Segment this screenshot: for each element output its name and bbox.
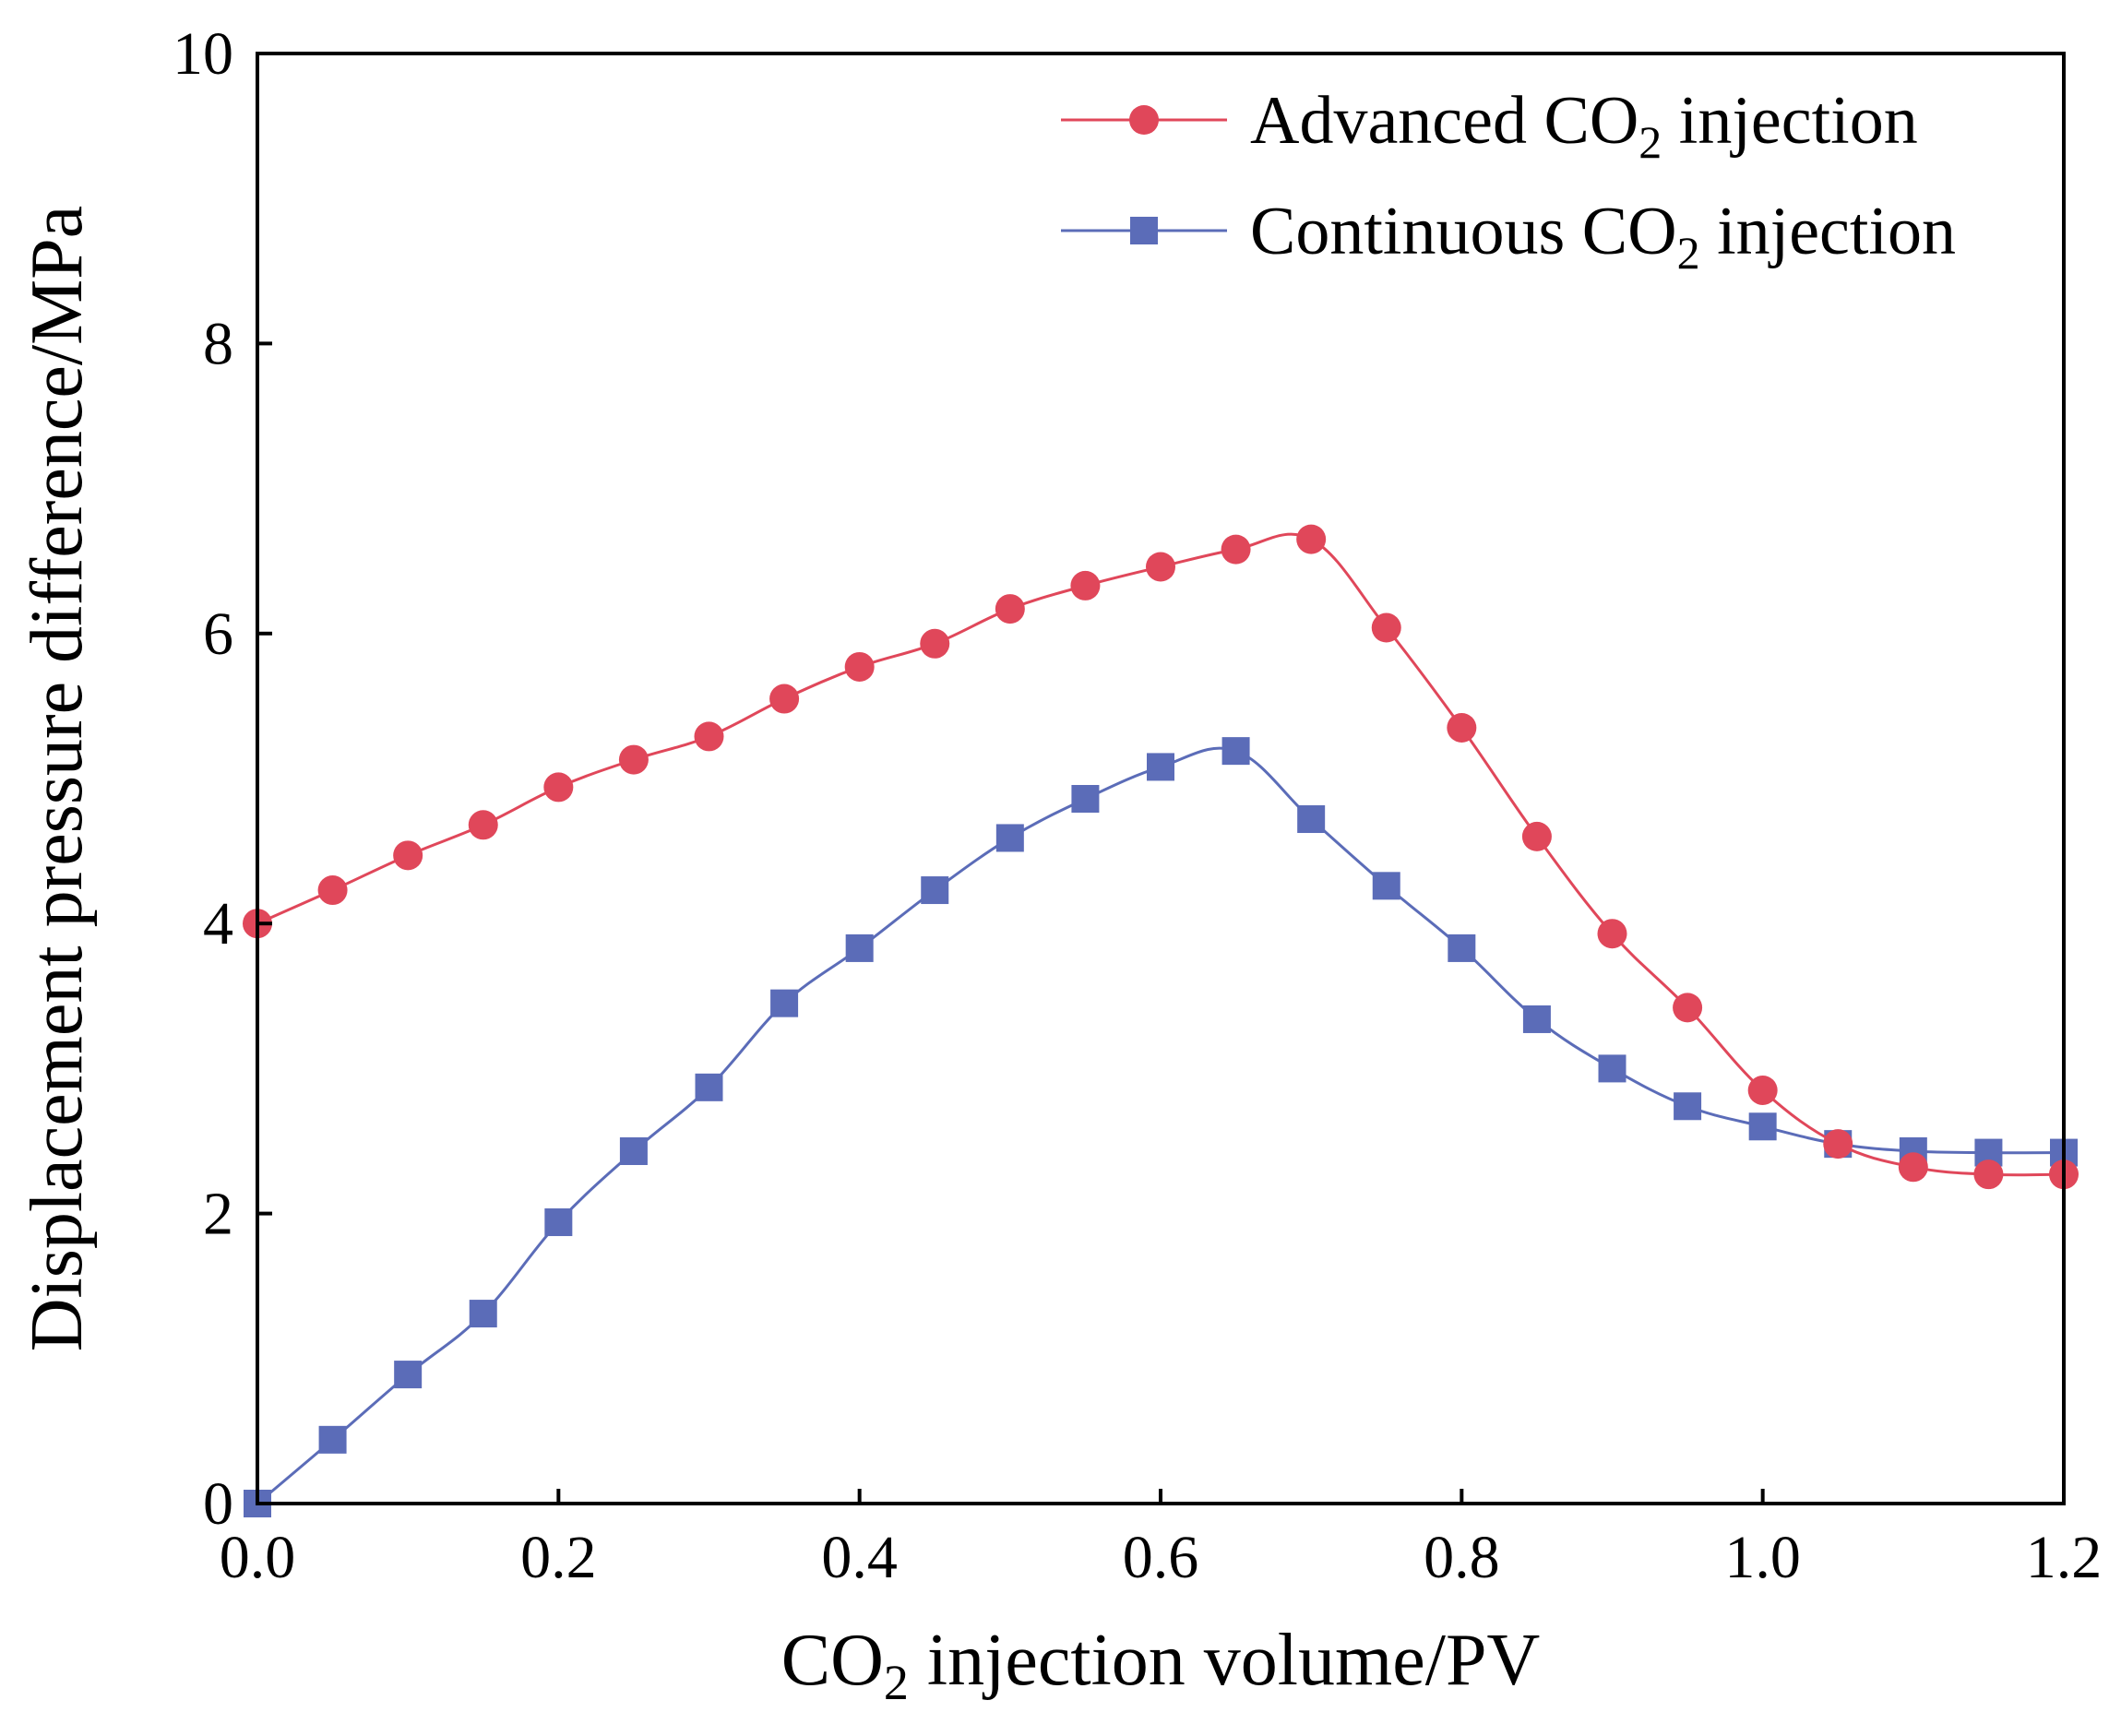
data-point-circle [1296, 524, 1327, 554]
data-point-square [619, 1137, 648, 1166]
legend-label-advanced: Advanced CO2 injection [1250, 83, 1918, 168]
series-layer [243, 524, 2079, 1517]
x-tick-label: 0.8 [1424, 1524, 1500, 1591]
legend-label-advanced-prefix: Advanced CO [1250, 83, 1638, 159]
data-point-circle [1898, 1152, 1928, 1183]
data-point-square [695, 1073, 723, 1101]
data-point-square [1748, 1112, 1777, 1141]
data-point-circle [1070, 570, 1101, 600]
data-point-circle [1221, 534, 1251, 565]
data-point-circle [1371, 612, 1401, 643]
y-tick-label: 8 [203, 310, 233, 377]
x-tick-label: 0.2 [520, 1524, 597, 1591]
y-axis-title: Displacement pressure difference/MPa [17, 206, 98, 1352]
y-tick-label: 10 [173, 20, 233, 88]
data-point-square [1674, 1092, 1702, 1121]
data-point-circle [1673, 993, 1703, 1023]
data-point-circle [1597, 919, 1627, 949]
ticks-layer [256, 52, 2066, 1505]
x-axis-title: CO2 injection volume/PV [781, 1620, 1541, 1710]
legend-marker-advanced-circle [1129, 105, 1159, 135]
y-tick-label: 6 [203, 600, 233, 668]
x-tick-label: 0.4 [821, 1524, 898, 1591]
data-point-circle [995, 594, 1025, 624]
data-point-circle [543, 772, 574, 803]
x-tick-label: 0.6 [1123, 1524, 1199, 1591]
legend: Advanced CO2 injection Continuous CO2 in… [1061, 83, 1956, 279]
data-point-circle [769, 684, 800, 714]
data-point-square [1372, 872, 1400, 900]
data-point-circle [1823, 1129, 1853, 1159]
legend-marker-continuous-square [1130, 217, 1158, 244]
x-tick-label: 1.0 [1724, 1524, 1801, 1591]
data-point-circle [1747, 1075, 1778, 1105]
x-axis-title-subscript: 2 [884, 1655, 909, 1710]
series-continuous [244, 737, 2078, 1517]
series-advanced [243, 524, 2079, 1190]
data-point-square [921, 876, 949, 905]
data-point-square [544, 1208, 573, 1237]
data-point-square [318, 1425, 347, 1454]
data-point-square [394, 1361, 423, 1389]
data-point-square [845, 933, 874, 962]
data-point-circle [317, 875, 348, 906]
data-point-square [1297, 805, 1326, 834]
legend-entry-continuous: Continuous CO2 injection [1061, 194, 1956, 279]
data-point-circle [468, 810, 498, 840]
legend-label-continuous-prefix: Continuous CO [1250, 194, 1677, 269]
data-point-square [995, 824, 1024, 852]
data-point-circle [1973, 1159, 2004, 1190]
data-point-square [1598, 1054, 1626, 1083]
x-tick-label: 0.0 [220, 1524, 296, 1591]
data-point-circle [694, 721, 724, 752]
data-point-square [1147, 753, 1174, 781]
series-line [256, 532, 2065, 1177]
tick-labels-layer: 0.0 0.2 0.4 0.6 0.8 1.0 1.2 0 2 4 6 8 10 [173, 20, 2102, 1591]
series-line [256, 746, 2065, 1505]
data-point-square [1448, 933, 1476, 962]
data-point-circle [618, 744, 649, 775]
y-tick-label: 0 [203, 1470, 233, 1538]
legend-label-continuous-subscript: 2 [1677, 227, 1700, 279]
data-point-square [770, 989, 799, 1017]
legend-label-advanced-subscript: 2 [1638, 116, 1662, 168]
data-point-square [469, 1300, 497, 1328]
legend-label-continuous: Continuous CO2 injection [1250, 194, 1956, 279]
x-tick-label: 1.2 [2026, 1524, 2103, 1591]
x-axis-title-suffix: injection volume/PV [909, 1620, 1540, 1701]
y-tick-label: 4 [203, 890, 233, 957]
data-point-circle [1521, 821, 1552, 851]
data-point-circle [844, 651, 875, 682]
y-tick-label: 2 [203, 1181, 233, 1248]
data-point-square [1071, 785, 1100, 814]
data-point-circle [1146, 552, 1175, 582]
data-point-circle [393, 840, 423, 871]
data-point-square [1221, 737, 1250, 766]
legend-label-advanced-suffix: injection [1662, 83, 1917, 159]
legend-entry-advanced: Advanced CO2 injection [1061, 83, 1918, 168]
legend-label-continuous-suffix: injection [1700, 194, 1956, 269]
data-point-circle [920, 628, 950, 659]
data-point-circle [1447, 712, 1477, 743]
data-point-square [1522, 1005, 1551, 1033]
x-axis-title-prefix: CO [781, 1620, 884, 1701]
